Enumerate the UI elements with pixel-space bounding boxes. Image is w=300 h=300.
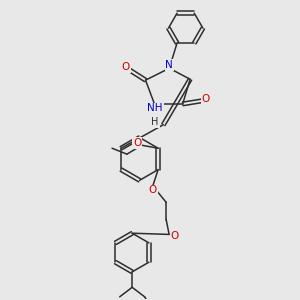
- Text: O: O: [202, 94, 210, 104]
- Text: O: O: [133, 138, 141, 148]
- Text: H: H: [152, 117, 159, 128]
- Text: O: O: [122, 62, 130, 72]
- Text: N: N: [165, 60, 173, 70]
- Text: O: O: [170, 231, 178, 241]
- Text: O: O: [149, 185, 157, 195]
- Text: NH: NH: [147, 103, 163, 113]
